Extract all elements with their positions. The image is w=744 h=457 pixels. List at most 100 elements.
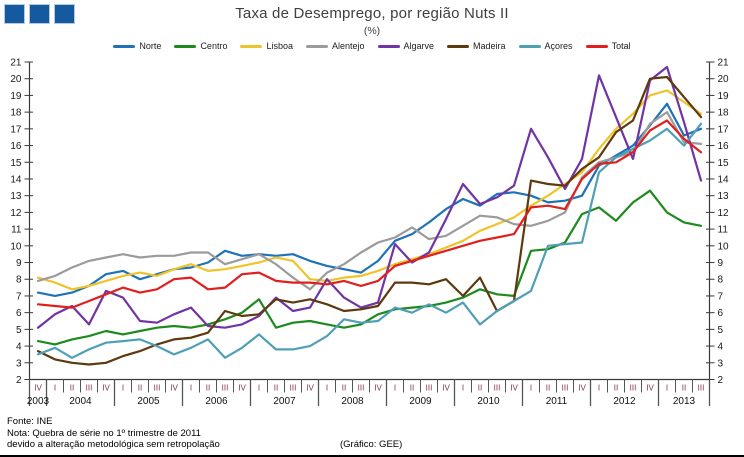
quarter-label: IV	[170, 384, 178, 393]
y-axis-label-right: 20	[718, 74, 730, 85]
quarter-label: IV	[442, 384, 450, 393]
legend-label: Madeira	[473, 41, 506, 51]
quarter-label: I	[666, 384, 668, 393]
series-line-algarve	[36, 65, 703, 329]
quarter-label: IV	[374, 384, 382, 393]
legend-item-algarve: Algarve	[377, 41, 435, 51]
logo-square	[4, 4, 25, 24]
legend-swatch	[240, 44, 263, 48]
quarter-label: III	[86, 384, 93, 393]
y-axis-label-left: 10	[10, 241, 22, 252]
logo-square	[54, 4, 75, 24]
quarter-label: II	[478, 384, 482, 393]
gee-logo	[4, 4, 75, 24]
y-axis-label-right: 17	[718, 124, 730, 135]
y-axis-label-right: 11	[718, 225, 729, 236]
quarter-label: IV	[578, 384, 586, 393]
quarter-label: IV	[510, 384, 518, 393]
quarter-label: III	[630, 384, 637, 393]
y-axis-label-left: 7	[16, 291, 22, 302]
quarter-label: I	[54, 384, 56, 393]
y-axis-label-left: 2	[16, 375, 22, 386]
source-note: Fonte: INE	[7, 416, 53, 427]
quarter-label: I	[394, 384, 396, 393]
y-axis-label-right: 7	[718, 291, 724, 302]
series-line-madeira	[36, 75, 703, 366]
legend-item-total: Total	[585, 41, 631, 51]
year-label: 2012	[613, 396, 636, 407]
quarter-label: I	[122, 384, 124, 393]
legend-item-acores: Açores	[518, 41, 573, 51]
y-axis-label-right: 6	[718, 308, 724, 319]
y-axis-label-left: 9	[16, 258, 22, 269]
quarter-label: IV	[306, 384, 314, 393]
quarter-label: I	[462, 384, 464, 393]
quarter-label: II	[70, 384, 74, 393]
y-axis-label-left: 14	[10, 174, 22, 185]
year-label: 2008	[341, 396, 364, 407]
quarter-label: II	[342, 384, 346, 393]
year-label: 2007	[273, 396, 296, 407]
credit-note: (Gráfico: GEE)	[340, 439, 403, 450]
legend-label: Norte	[139, 41, 162, 51]
legend-label: Centro	[200, 41, 228, 51]
y-axis-label-right: 3	[718, 358, 724, 369]
method-note-line2: devido a alteração metodológica sem retr…	[7, 439, 220, 450]
y-axis-label-left: 19	[10, 91, 22, 102]
series-line-acores	[36, 122, 703, 359]
y-axis-label-right: 16	[718, 141, 730, 152]
y-axis-label-right: 10	[718, 241, 730, 252]
y-axis-label-right: 8	[718, 275, 724, 286]
y-axis-label-right: 5	[718, 325, 724, 336]
chart-legend: Norte Centro Lisboa Alentejo Algarve Madeira A…	[0, 41, 744, 51]
year-label: 2005	[137, 396, 160, 407]
quarter-label: II	[138, 384, 142, 393]
y-axis-label-right: 21	[718, 58, 730, 69]
y-axis-label-right: 4	[718, 342, 724, 353]
series-line-norte	[36, 102, 703, 297]
legend-label: Açores	[544, 41, 573, 51]
series-line-total	[36, 119, 703, 309]
y-axis-label-right: 9	[718, 258, 724, 269]
legend-swatch	[377, 44, 400, 48]
legend-item-lisboa: Lisboa	[240, 41, 293, 51]
quarter-label: I	[258, 384, 260, 393]
y-axis-label-left: 21	[10, 58, 22, 69]
quarter-label: III	[426, 384, 433, 393]
y-axis-label-left: 12	[10, 208, 22, 219]
y-axis-label-left: 15	[10, 158, 22, 169]
quarter-label: III	[154, 384, 161, 393]
year-label: 2009	[409, 396, 432, 407]
legend-swatch	[447, 44, 470, 48]
quarter-label: III	[358, 384, 365, 393]
year-label: 2011	[546, 396, 568, 407]
legend-item-alentejo: Alentejo	[305, 41, 365, 51]
y-axis-label-left: 8	[16, 275, 22, 286]
year-label: 2013	[673, 396, 696, 407]
quarter-label: II	[546, 384, 550, 393]
y-axis-label-left: 20	[10, 74, 22, 85]
year-label: 2003	[27, 396, 50, 407]
legend-swatch	[305, 44, 328, 48]
y-axis-label-left: 13	[10, 191, 22, 202]
legend-label: Alentejo	[331, 41, 365, 51]
y-axis-label-left: 6	[16, 308, 22, 319]
legend-label: Algarve	[403, 41, 435, 51]
year-label: 2006	[205, 396, 228, 407]
method-note-line1: Nota: Quebra de série no 1º trimestre de…	[7, 427, 201, 439]
y-axis-label-right: 2	[718, 375, 724, 386]
quarter-label: III	[698, 384, 705, 393]
quarter-label: III	[494, 384, 501, 393]
legend-item-centro: Centro	[174, 41, 227, 51]
legend-swatch	[585, 44, 608, 48]
quarter-label: IV	[34, 384, 42, 393]
year-label: 2010	[477, 396, 500, 407]
y-axis-label-left: 11	[11, 225, 22, 236]
quarter-label: II	[682, 384, 686, 393]
y-axis-label-right: 13	[718, 191, 730, 202]
quarter-label: III	[222, 384, 229, 393]
y-axis-label-right: 12	[718, 208, 730, 219]
y-axis-label-left: 17	[10, 124, 22, 135]
